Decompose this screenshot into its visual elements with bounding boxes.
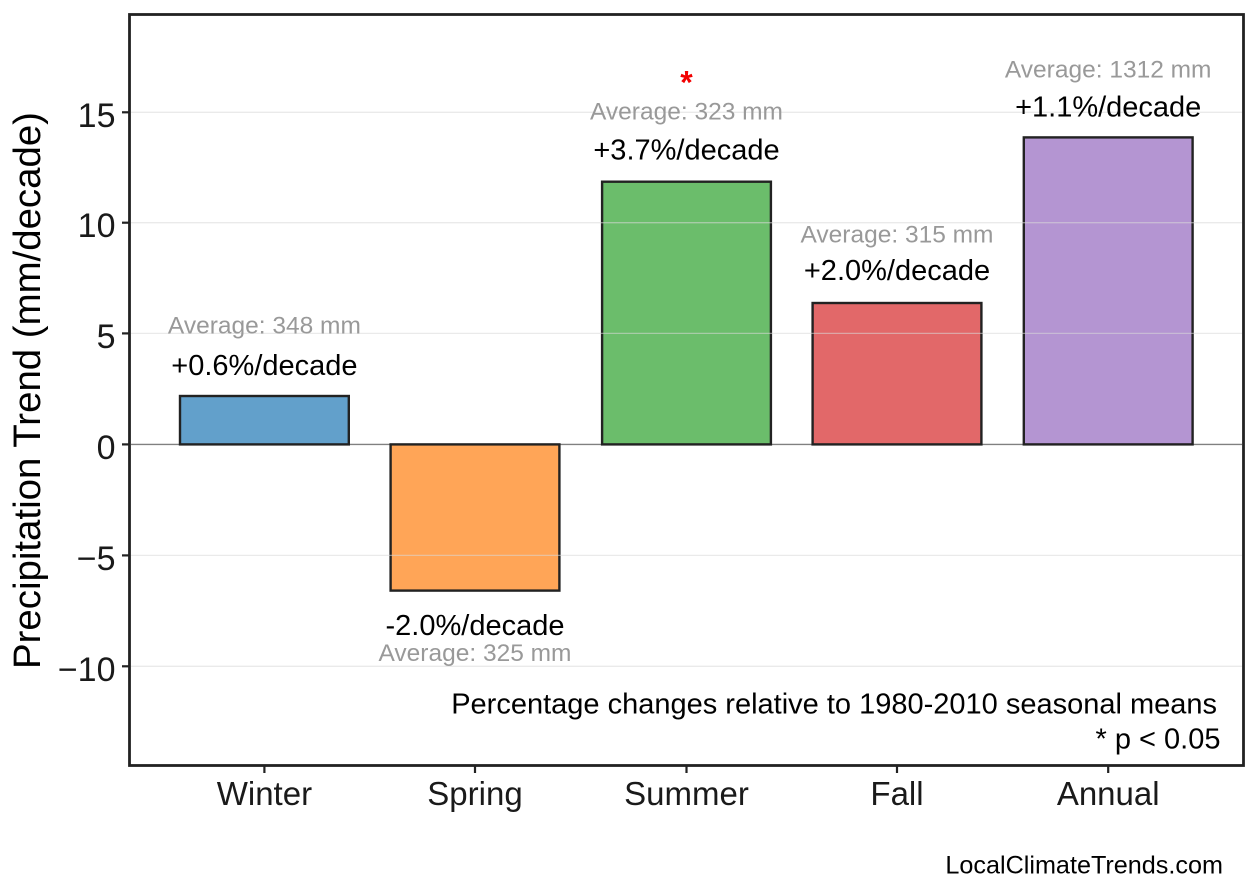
svg-text:−10: −10 — [58, 651, 116, 689]
svg-text:0: 0 — [97, 429, 116, 467]
svg-text:Average: 1312 mm: Average: 1312 mm — [1005, 57, 1212, 84]
svg-text:5: 5 — [97, 318, 116, 356]
svg-text:+0.6%/decade: +0.6%/decade — [171, 350, 357, 382]
svg-text:Average: 315 mm: Average: 315 mm — [801, 222, 994, 249]
svg-text:+1.1%/decade: +1.1%/decade — [1015, 91, 1201, 123]
svg-text:-2.0%/decade: -2.0%/decade — [386, 610, 565, 642]
svg-text:−5: −5 — [77, 540, 116, 578]
svg-text:Annual: Annual — [1057, 775, 1160, 812]
svg-text:Summer: Summer — [624, 775, 749, 812]
svg-text:Fall: Fall — [870, 775, 923, 812]
svg-text:Winter: Winter — [217, 775, 312, 812]
svg-text:LocalClimateTrends.com: LocalClimateTrends.com — [945, 852, 1223, 880]
svg-text:+3.7%/decade: +3.7%/decade — [593, 135, 779, 167]
svg-text:Average: 323 mm: Average: 323 mm — [590, 98, 783, 125]
svg-text:Percentage changes relative to: Percentage changes relative to 1980-2010… — [451, 689, 1217, 721]
svg-text:+2.0%/decade: +2.0%/decade — [804, 255, 990, 287]
svg-text:Average: 348 mm: Average: 348 mm — [168, 313, 361, 340]
svg-text:10: 10 — [78, 207, 116, 245]
svg-text:* p < 0.05: * p < 0.05 — [1096, 723, 1221, 755]
svg-text:15: 15 — [78, 97, 116, 135]
svg-text:Average: 325 mm: Average: 325 mm — [379, 640, 572, 667]
svg-text:Precipitation Trend (mm/decade: Precipitation Trend (mm/decade) — [6, 112, 49, 669]
svg-text:*: * — [680, 65, 693, 101]
svg-text:Spring: Spring — [427, 775, 522, 812]
